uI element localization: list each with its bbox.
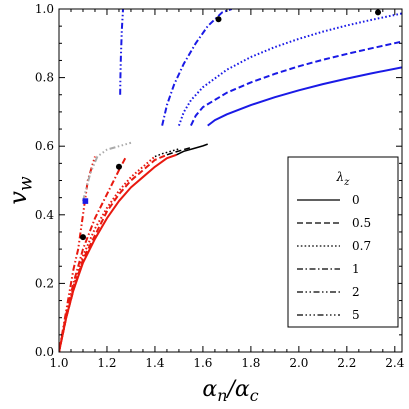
legend: λz0 0.5 0.7 1 2 5 [287,156,399,328]
series-line-9 [154,148,180,158]
series-line-5 [59,156,96,352]
markers-layer [79,9,382,241]
series-line-10 [207,66,402,127]
marker-point-3 [115,163,122,170]
legend-label-2: 0.5 [352,216,371,230]
x-tick-label: 1.0 [49,356,68,370]
x-tick-label: 1.8 [241,356,260,370]
series-line-2 [59,153,168,352]
curves-layer [59,9,402,352]
x-tick-label: 1.2 [97,356,116,370]
y-tick-label: 1.0 [35,2,54,16]
series-line-8 [166,146,192,156]
x-tick-label: 1.4 [145,356,164,370]
y-tick-label: 0.2 [35,276,54,290]
legend-title: λz [336,170,351,188]
legend-label-6: 5 [352,308,360,322]
x-tick-label: 2.4 [385,356,404,370]
series-line-6 [82,141,132,202]
series-line-14 [119,9,125,95]
y-axis-label: vw [4,176,36,205]
y-tick-label: 0.0 [35,345,54,359]
series-line-4 [59,156,128,352]
series-line-13 [161,9,233,126]
x-tick-label: 1.6 [193,356,212,370]
legend-box [287,156,399,328]
legend-label-4: 1 [352,262,360,276]
series-line-3 [59,155,156,352]
series-line-7 [176,143,208,156]
marker-square-2 [82,198,89,204]
ticks-layer: 1.0 1.2 1.4 1.6 1.8 2.0 2.2 2.4 0.0 0.2 0.4 0.6 0.8 1… [35,2,405,370]
legend-label-1: 0 [352,193,360,207]
x-tick-label: 2.0 [289,356,308,370]
marker-point-5 [375,9,382,16]
x-axis-label: αn/αc [202,377,258,405]
marker-point-4 [215,16,222,23]
legend-label-5: 2 [352,285,360,299]
legend-label-3: 0.7 [352,239,371,253]
y-tick-label: 0.6 [35,139,54,153]
y-tick-label: 0.4 [35,208,54,222]
series-line-11 [190,40,402,127]
x-tick-label: 2.2 [337,356,356,370]
marker-point-1 [79,234,86,241]
y-tick-label: 0.8 [35,71,54,85]
